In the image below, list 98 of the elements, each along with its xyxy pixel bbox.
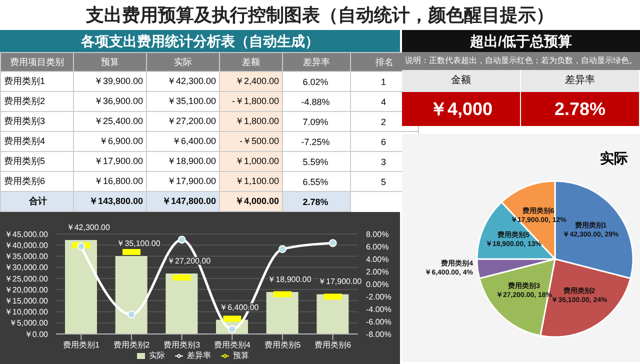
x-tick-label: 费用类别2 xyxy=(113,340,150,350)
text: ￥25,400.00 xyxy=(94,116,143,126)
y-tick-label: ￥5,000.00 xyxy=(8,318,49,328)
y2-tick-label: -6.00% xyxy=(366,317,392,326)
text: ￥36,900.00 xyxy=(94,96,143,106)
text: ￥6,900.00 xyxy=(98,136,143,146)
y-tick-label: ￥35,000.00 xyxy=(4,252,49,262)
y-tick-label: ￥10,000.00 xyxy=(4,308,49,317)
x-tick-label: 费用类别3 xyxy=(164,340,201,350)
y2-tick-label: 8.00% xyxy=(366,230,389,239)
text: 5.59% xyxy=(302,156,328,166)
text: ￥35,100.00 xyxy=(166,96,216,106)
legend-label: 差异率 xyxy=(187,351,211,360)
text: ￥2,400.00 xyxy=(234,76,279,86)
text: 2 xyxy=(380,116,386,126)
text: ￥17,900.00 xyxy=(94,156,143,166)
text: 6.02% xyxy=(302,76,328,86)
bar xyxy=(166,274,198,334)
text: 7.09% xyxy=(302,116,328,126)
data-label: ￥35,100.00 xyxy=(116,239,161,248)
y-tick-label: ￥45,000.00 xyxy=(4,230,49,239)
text: 各项支出费用统计分析表（自动生成） xyxy=(0,30,400,52)
y-tick-label: ￥25,000.00 xyxy=(4,274,49,284)
category-label: 费用类别1 xyxy=(4,76,46,86)
data-label: ￥42,300.00 xyxy=(66,223,111,232)
category-label: 费用类别5 xyxy=(4,156,46,166)
text: -7.25% xyxy=(301,136,330,146)
data-label: ￥18,900.00 xyxy=(268,275,312,284)
text: -￥500.00 xyxy=(239,136,279,146)
category-label: 排名 xyxy=(376,56,394,66)
text: -4.88% xyxy=(301,96,330,106)
x-tick-label: 费用类别6 xyxy=(314,340,352,350)
category-label: 差异率 xyxy=(521,70,640,92)
y-tick-label: ￥40,000.00 xyxy=(4,240,49,250)
text: ￥39,900.00 xyxy=(94,76,143,86)
text: 2.78% xyxy=(302,196,328,206)
text: ￥42,300.00 xyxy=(166,76,216,86)
chart-title: 实际 xyxy=(600,150,628,168)
text: 3 xyxy=(380,156,386,166)
text: ￥4,000 xyxy=(429,99,493,119)
category-label: 差额 xyxy=(220,52,282,72)
legend-label: 实际 xyxy=(149,351,165,360)
point xyxy=(328,239,337,248)
category-label: 费用项目类别 xyxy=(0,52,74,72)
text: ￥27,200.00 xyxy=(166,116,216,126)
y-tick-label: ￥0.00 xyxy=(24,330,49,339)
y2-tick-label: -4.00% xyxy=(366,304,392,314)
text: ￥18,900.00 xyxy=(166,156,216,166)
y2-tick-label: -8.00% xyxy=(366,330,392,339)
bar xyxy=(65,240,97,334)
y2-tick-label: 0.00% xyxy=(366,280,389,289)
y2-tick-label: -2.00% xyxy=(366,292,392,302)
category-label: 费用类别4 xyxy=(4,136,46,146)
x-tick-label: 费用类别1 xyxy=(62,340,100,350)
bar xyxy=(266,292,298,334)
y-tick-label: ￥20,000.00 xyxy=(4,285,49,294)
category-label: 预算 xyxy=(74,52,146,72)
point xyxy=(178,236,186,244)
x-tick-label: 费用类别5 xyxy=(264,340,302,350)
category-label: 实际 xyxy=(146,52,220,72)
point xyxy=(128,310,136,318)
text: -￥1,800.00 xyxy=(232,96,279,106)
point xyxy=(278,245,286,254)
text: ￥17,900.00 xyxy=(166,176,216,186)
y2-tick-label: 6.00% xyxy=(366,242,389,252)
text: ￥143,800.00 xyxy=(88,196,143,206)
category-label: 费用类别3 xyxy=(4,116,46,126)
category-label: 合计 xyxy=(29,196,47,206)
text: ￥16,800.00 xyxy=(94,176,143,186)
text: 6 xyxy=(380,136,386,146)
bar xyxy=(115,256,148,334)
y-tick-label: ￥30,000.00 xyxy=(4,263,49,272)
x-tick-label: 费用类别4 xyxy=(214,340,251,350)
text: 5 xyxy=(380,176,386,186)
text: ￥1,000.00 xyxy=(234,156,279,166)
text: ￥1,800.00 xyxy=(234,116,279,126)
text: 4 xyxy=(380,96,386,106)
y-tick-label: ￥15,000.00 xyxy=(4,296,49,306)
text: ￥147,800.00 xyxy=(162,196,216,206)
category-label: 金额 xyxy=(402,70,521,92)
text: ￥1,100.00 xyxy=(234,176,279,186)
text: 2.78% xyxy=(554,99,606,119)
text: ￥4,000.00 xyxy=(234,196,279,206)
text: 超出/低于总预算 xyxy=(402,30,640,52)
text: 1 xyxy=(380,76,386,86)
category-label: 差异率 xyxy=(282,52,350,72)
text: 6.55% xyxy=(302,176,328,186)
y2-tick-label: 4.00% xyxy=(366,254,389,264)
category-label: 费用类别2 xyxy=(4,96,46,106)
y2-tick-label: 2.00% xyxy=(366,267,389,276)
bar xyxy=(316,294,349,334)
text: ￥6,400.00 xyxy=(172,136,216,146)
point xyxy=(77,242,86,250)
text: 支出费用预算及执行控制图表（自动统计，颜色醒目提示） xyxy=(84,4,555,27)
category-label: 费用类别6 xyxy=(4,176,46,186)
legend-label: 预算 xyxy=(233,351,249,360)
data-label: ￥17,900.00 xyxy=(318,277,362,286)
text: 说明：正数代表超出，自动显示红色；若为负数，自动显示绿色。 xyxy=(402,52,640,70)
